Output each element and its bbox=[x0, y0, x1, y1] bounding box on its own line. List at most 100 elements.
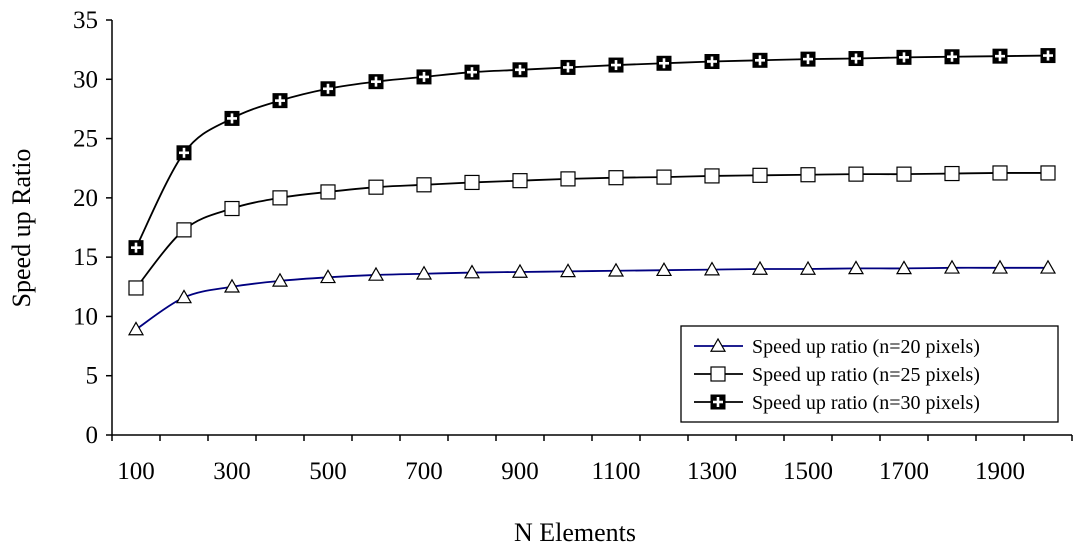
data-point bbox=[416, 69, 432, 85]
data-point bbox=[848, 166, 864, 182]
x-tick-label: 700 bbox=[405, 458, 443, 485]
data-point bbox=[127, 321, 145, 336]
data-point bbox=[176, 145, 192, 161]
data-point bbox=[1040, 165, 1056, 181]
y-tick-label: 25 bbox=[73, 126, 98, 153]
data-point bbox=[799, 260, 817, 275]
x-axis-ticks: 100 300 500 700 900 1100 1300 1500 1700 1900 bbox=[111, 435, 1073, 485]
data-point bbox=[656, 55, 672, 71]
data-point bbox=[416, 177, 432, 193]
data-point bbox=[463, 264, 481, 279]
data-point bbox=[944, 165, 960, 182]
x-tick-label: 1900 bbox=[975, 458, 1025, 485]
legend-entry: Speed up ratio (n=25 pixels) bbox=[694, 364, 980, 386]
x-tick-label: 1500 bbox=[783, 458, 833, 485]
data-point bbox=[368, 179, 384, 195]
data-point bbox=[175, 289, 193, 304]
y-tick-label: 5 bbox=[86, 363, 99, 390]
y-axis-title: Speed up Ratio bbox=[7, 149, 36, 308]
series-layer bbox=[127, 48, 1057, 336]
y-tick-label: 15 bbox=[73, 244, 98, 271]
y-tick-label: 20 bbox=[73, 185, 98, 212]
data-point bbox=[896, 166, 912, 182]
y-tick-label: 30 bbox=[73, 66, 98, 93]
y-tick-label: 10 bbox=[73, 303, 98, 330]
data-point bbox=[800, 167, 816, 183]
data-point bbox=[128, 280, 144, 296]
data-point bbox=[608, 170, 624, 186]
data-point bbox=[415, 265, 433, 280]
data-point bbox=[944, 49, 960, 65]
data-point bbox=[367, 266, 385, 281]
y-axis-ticks: 0 5 10 15 20 25 30 35 bbox=[73, 7, 112, 449]
series-3 bbox=[128, 48, 1056, 256]
data-point bbox=[847, 260, 865, 275]
x-tick-label: 1700 bbox=[879, 458, 929, 485]
x-axis-title: N Elements bbox=[514, 518, 636, 547]
y-tick-label: 35 bbox=[73, 7, 98, 34]
legend: Speed up ratio (n=20 pixels) Speed up rat… bbox=[680, 325, 1059, 423]
data-point bbox=[320, 81, 336, 97]
data-point bbox=[1039, 259, 1057, 274]
series-line bbox=[135, 54, 1049, 249]
data-point bbox=[368, 74, 384, 90]
legend-box bbox=[680, 325, 1059, 423]
data-point bbox=[320, 184, 336, 200]
data-point bbox=[895, 260, 913, 275]
data-point bbox=[1040, 48, 1056, 64]
data-point bbox=[319, 269, 337, 284]
data-point bbox=[560, 171, 576, 187]
data-point bbox=[608, 57, 624, 73]
data-point bbox=[128, 240, 144, 256]
legend-marker bbox=[710, 366, 726, 382]
data-point bbox=[752, 52, 768, 68]
data-point bbox=[224, 110, 240, 126]
data-point bbox=[464, 174, 480, 191]
series-2 bbox=[128, 165, 1056, 296]
legend-marker bbox=[709, 337, 727, 352]
legend-label: Speed up ratio (n=20 pixels) bbox=[752, 336, 980, 358]
legend-label: Speed up ratio (n=25 pixels) bbox=[752, 364, 980, 386]
data-point bbox=[559, 263, 577, 278]
data-point bbox=[943, 259, 961, 274]
x-tick-label: 300 bbox=[213, 458, 251, 485]
data-point bbox=[655, 261, 673, 277]
data-point bbox=[511, 263, 529, 278]
data-point bbox=[272, 93, 288, 109]
series-1 bbox=[127, 259, 1057, 336]
data-point bbox=[991, 259, 1009, 274]
data-point bbox=[560, 59, 576, 75]
x-tick-label: 1100 bbox=[591, 458, 640, 485]
data-point bbox=[607, 262, 625, 277]
legend-label: Speed up ratio (n=30 pixels) bbox=[752, 392, 980, 414]
data-point bbox=[224, 200, 240, 217]
legend-marker bbox=[710, 394, 726, 410]
data-point bbox=[176, 222, 192, 238]
series-line bbox=[135, 266, 1049, 331]
data-point bbox=[464, 64, 480, 80]
y-tick-label: 0 bbox=[86, 422, 99, 449]
data-point bbox=[512, 173, 528, 189]
x-tick-label: 500 bbox=[309, 458, 347, 485]
data-point bbox=[704, 54, 720, 69]
data-point bbox=[992, 165, 1008, 181]
data-point bbox=[752, 167, 768, 183]
x-tick-label: 100 bbox=[117, 458, 155, 485]
legend-entry: Speed up ratio (n=20 pixels) bbox=[694, 336, 980, 358]
data-point bbox=[703, 261, 721, 276]
data-point bbox=[896, 49, 912, 65]
data-point bbox=[271, 272, 289, 287]
data-point bbox=[992, 48, 1008, 64]
data-point bbox=[272, 190, 288, 206]
x-tick-label: 1300 bbox=[687, 458, 737, 485]
data-point bbox=[704, 168, 720, 184]
data-point bbox=[656, 169, 672, 185]
data-point bbox=[223, 278, 241, 293]
x-tick-label: 900 bbox=[501, 458, 539, 485]
data-point bbox=[751, 260, 769, 275]
data-point bbox=[848, 51, 864, 67]
legend-entry: Speed up ratio (n=30 pixels) bbox=[694, 392, 980, 414]
data-point bbox=[512, 62, 528, 78]
data-point bbox=[800, 51, 816, 67]
